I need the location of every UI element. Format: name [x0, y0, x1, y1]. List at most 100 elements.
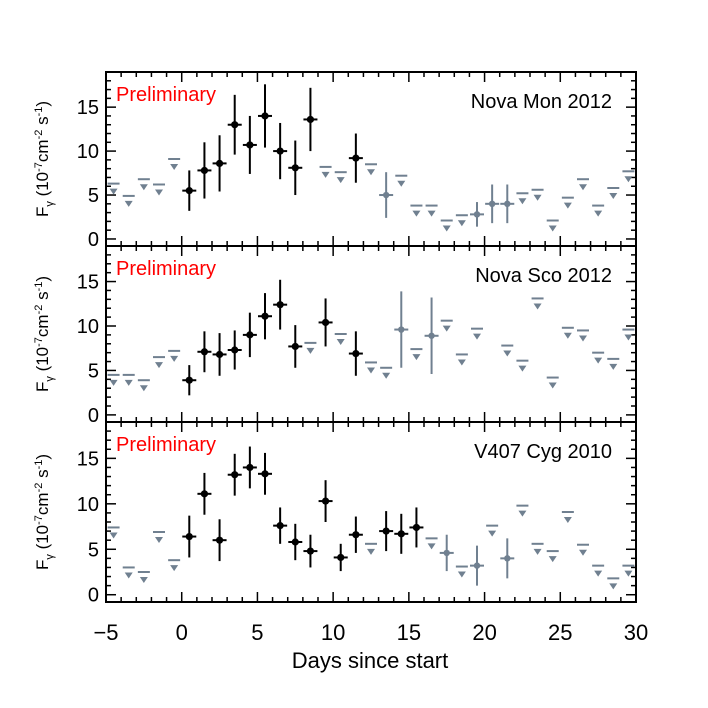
detection-data-point	[227, 453, 242, 496]
preliminary-watermark: Preliminary	[116, 434, 216, 456]
detection-data-point	[379, 511, 394, 552]
data-marker	[352, 349, 360, 358]
panel-title: Nova Mon 2012	[471, 91, 612, 113]
x-tick-label: 15	[397, 620, 421, 645]
y-axis-label: Fγ (10-7cm-2 s-1)	[33, 454, 56, 570]
data-marker	[443, 549, 450, 557]
data-marker	[428, 332, 435, 339]
y-tick-label: 5	[88, 185, 99, 207]
upper-limit-marker	[410, 348, 423, 361]
upper-limit-arrow	[442, 325, 451, 332]
upper-limit-arrow	[170, 164, 179, 170]
detection-data-point	[303, 534, 318, 568]
data-marker	[231, 346, 239, 354]
x-tick-label: 30	[624, 620, 648, 645]
preliminary-watermark: Preliminary	[116, 84, 216, 106]
upper-limit-marker	[365, 163, 377, 176]
upper-limit-arrow	[609, 583, 618, 590]
y-axis-label-part: cm	[33, 139, 52, 162]
y-axis-label-part: γ	[44, 201, 56, 207]
upper-limit-marker	[137, 571, 150, 583]
marginal-data-point	[470, 545, 484, 586]
upper-limit-arrow	[533, 194, 542, 201]
data-marker	[185, 187, 193, 195]
upper-limit-marker	[107, 526, 120, 539]
x-tick-label: 10	[321, 620, 345, 645]
upper-limit-marker	[168, 559, 181, 572]
upper-limit-arrow	[563, 202, 572, 209]
data-marker	[276, 147, 284, 155]
data-marker	[306, 547, 315, 555]
upper-limit-arrow	[503, 350, 512, 357]
y-axis-label-part: cm	[33, 492, 52, 515]
y-tick-label: 10	[77, 316, 99, 338]
y-axis-label-part: -1	[33, 460, 45, 470]
upper-limit-marker	[516, 359, 529, 372]
marginal-data-point	[500, 184, 515, 224]
detection-data-point	[227, 330, 242, 370]
data-marker	[185, 532, 193, 541]
upper-limit-arrow	[321, 171, 330, 178]
upper-limit-arrow	[155, 537, 163, 543]
detection-data-point	[227, 94, 242, 155]
upper-limit-marker	[455, 565, 468, 578]
upper-limit-marker	[334, 171, 347, 184]
upper-limit-marker	[122, 373, 135, 386]
y-axis-label-part: -7	[33, 515, 45, 525]
y-tick-label: 0	[88, 585, 99, 607]
data-marker	[200, 490, 209, 498]
upper-limit-arrow	[518, 198, 527, 205]
detection-data-point	[273, 122, 288, 180]
upper-limit-arrow	[563, 332, 572, 339]
upper-limit-arrow	[155, 189, 163, 196]
upper-limit-arrow	[427, 543, 436, 550]
upper-limit-marker	[592, 564, 605, 577]
x-tick-label: 20	[472, 620, 496, 645]
preliminary-watermark: Preliminary	[116, 258, 216, 280]
upper-limit-marker	[561, 326, 574, 339]
y-tick-label: 15	[77, 448, 99, 470]
upper-limit-marker	[455, 214, 468, 227]
y-tick-label: 5	[88, 539, 99, 561]
data-marker	[215, 350, 224, 359]
detection-data-point	[258, 452, 272, 495]
upper-limit-marker	[319, 165, 332, 178]
upper-limit-marker	[122, 566, 135, 579]
y-tick-label: 10	[77, 141, 99, 163]
upper-limit-arrow	[382, 372, 391, 379]
upper-limit-arrow	[109, 532, 118, 539]
upper-limit-arrow	[518, 510, 527, 517]
marginal-data-point	[470, 202, 484, 227]
upper-limit-arrow	[124, 572, 133, 579]
upper-limit-arrow	[367, 548, 375, 555]
detection-data-point	[182, 515, 197, 558]
upper-limit-arrow	[518, 365, 527, 372]
upper-limit-arrow	[139, 184, 148, 191]
y-axis-label-part: F	[33, 382, 52, 392]
upper-limit-arrow	[336, 177, 345, 184]
data-marker	[321, 318, 330, 327]
upper-limit-arrow	[367, 367, 375, 374]
upper-limit-arrow	[548, 382, 557, 389]
upper-limit-arrow	[457, 571, 466, 578]
upper-limit-arrow	[624, 334, 633, 341]
detection-data-point	[242, 115, 257, 174]
y-axis-label-part: )	[33, 276, 52, 282]
y-tick-label: 5	[88, 360, 99, 382]
upper-limit-marker	[531, 542, 544, 555]
detection-data-point	[303, 87, 318, 152]
data-marker	[246, 141, 254, 149]
y-axis-label-part: s	[33, 469, 52, 482]
upper-limit-arrow	[139, 577, 148, 583]
upper-limit-marker	[425, 537, 438, 550]
upper-limit-arrow	[442, 225, 451, 232]
upper-limit-arrow	[306, 347, 315, 354]
upper-limit-arrow	[412, 354, 421, 361]
upper-limit-arrow	[533, 303, 542, 310]
y-axis-label-part: -2	[33, 130, 45, 140]
y-tick-label: 15	[77, 272, 99, 294]
detection-data-point	[288, 325, 303, 368]
panel-3: 0 5 10 15 Fγ (10-7cm-2 s-1) Preliminary V407 C…	[33, 421, 637, 607]
upper-limit-marker	[122, 194, 135, 207]
detection-data-point	[258, 84, 272, 148]
